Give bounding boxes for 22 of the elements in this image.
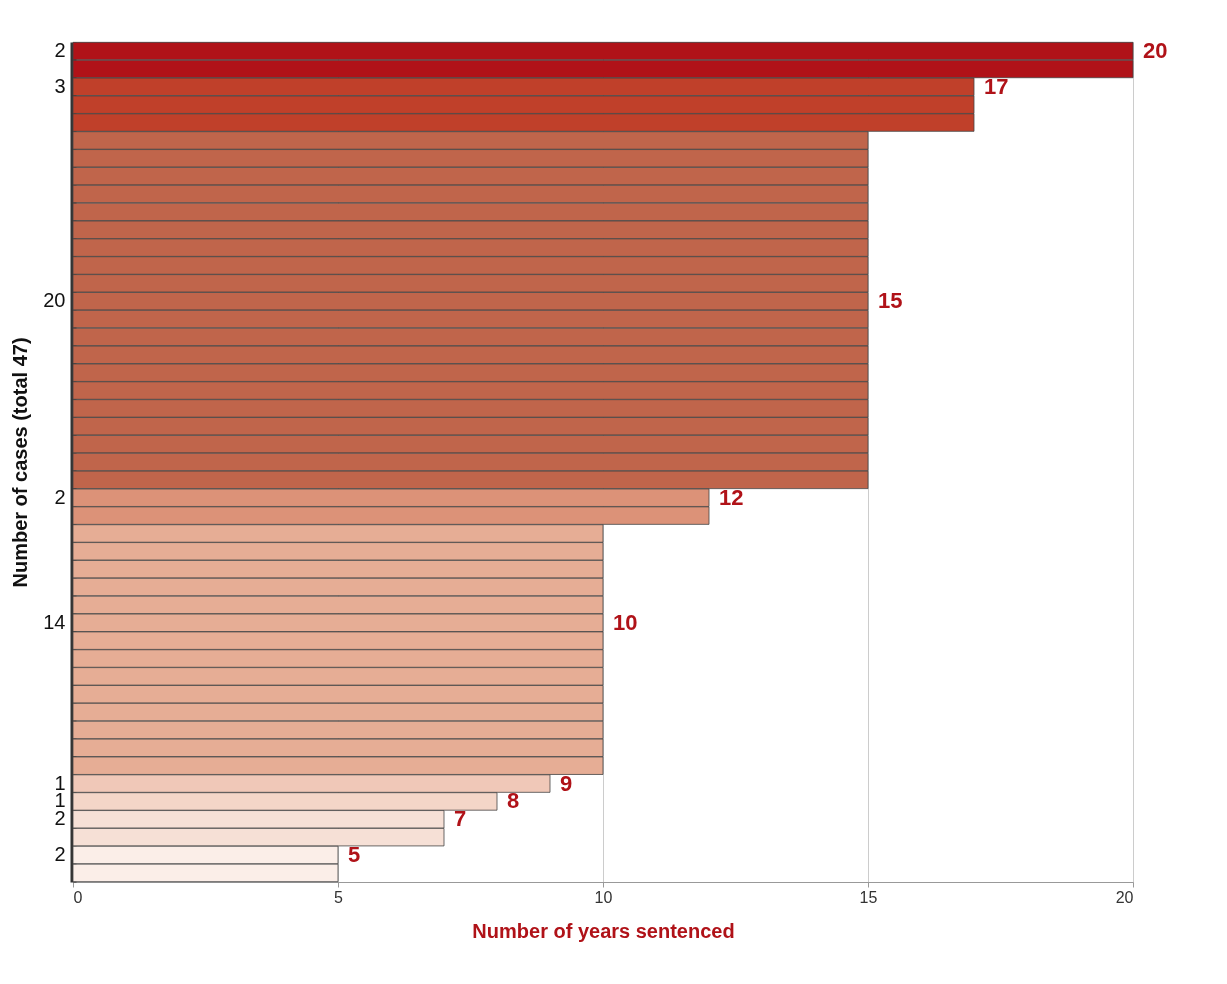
y-tick-label: 2	[54, 843, 66, 866]
data-label: 15	[878, 288, 903, 314]
x-tick-label: 20	[1115, 888, 1134, 906]
x-tick-label: 15	[859, 888, 878, 906]
y-tick-label: 3	[54, 74, 66, 97]
x-tick-label: 5	[334, 888, 344, 906]
x-tick-label: 0	[73, 888, 83, 906]
x-axis-title: Number of years sentenced	[472, 919, 735, 942]
y-tick-label: 20	[43, 289, 66, 312]
data-label: 17	[984, 73, 1009, 99]
x-tick-label: 10	[594, 888, 613, 906]
y-tick-label: 2	[54, 485, 66, 508]
data-label: 12	[719, 484, 744, 510]
y-axis-title: Number of cases (total 47)	[9, 337, 32, 588]
data-label: 7	[454, 806, 467, 832]
data-label: 10	[613, 609, 638, 635]
data-label: 8	[507, 788, 520, 814]
data-label: 9	[560, 770, 573, 796]
y-tick-label: 2	[54, 39, 66, 62]
y-tick-label: 14	[43, 610, 66, 633]
data-label: 5	[348, 842, 361, 868]
data-label: 20	[1143, 38, 1168, 64]
